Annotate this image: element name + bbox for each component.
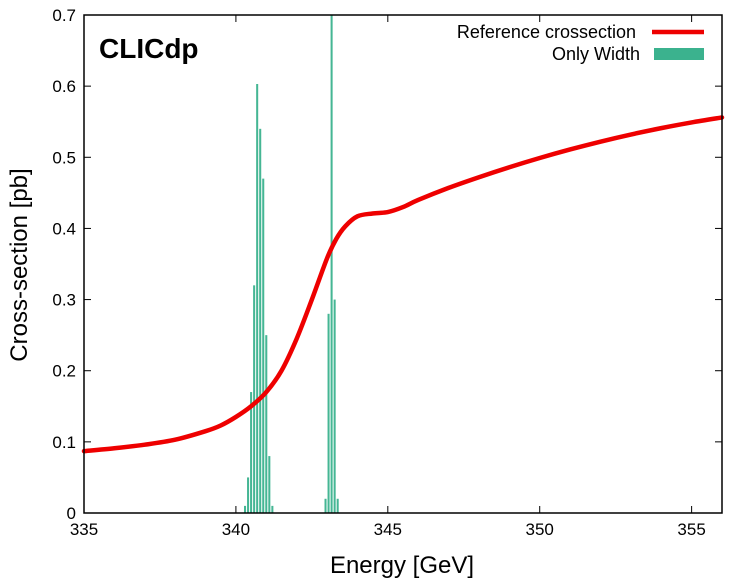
y-axis-title: Cross-section [pb]: [6, 168, 33, 361]
histogram-bar: [336, 498, 339, 513]
histogram-bar: [259, 128, 262, 514]
legend-swatch-width: [654, 48, 704, 60]
y-tick-label: 0.2: [52, 362, 76, 381]
histogram-bar: [324, 498, 327, 513]
histogram-bar: [262, 178, 265, 513]
y-tick-label: 0.1: [52, 433, 76, 452]
x-tick-label: 335: [70, 520, 98, 539]
histogram-bar: [247, 477, 250, 513]
x-tick-label: 340: [222, 520, 250, 539]
legend-label-reference: Reference crossection: [457, 22, 636, 42]
plot-frame: [83, 14, 723, 514]
histogram-bar: [256, 84, 259, 513]
y-tick-label: 0.4: [52, 219, 76, 238]
x-tick-label: 355: [677, 520, 705, 539]
histogram-bar: [333, 299, 336, 513]
histogram-bar: [330, 15, 333, 513]
histogram-bar: [253, 285, 256, 513]
histogram-bar: [327, 313, 330, 513]
x-tick-label: 350: [526, 520, 554, 539]
y-tick-label: 0.6: [52, 77, 76, 96]
y-tick-label: 0.5: [52, 148, 76, 167]
histogram-bar: [250, 392, 253, 513]
tick-labels: 335 340 345 350 355 0 0.1 0.2 0.3 0.4 0.5 0.6 0.7: [52, 6, 705, 539]
only-width-histogram: [244, 15, 339, 514]
histogram-bar: [271, 505, 274, 513]
legend-label-width: Only Width: [552, 44, 640, 64]
y-tick-label: 0.3: [52, 291, 76, 310]
x-axis-title: Energy [GeV]: [330, 552, 474, 579]
histogram-bar: [268, 456, 271, 513]
clicdp-annotation: CLICdp: [99, 33, 199, 64]
histogram-bar: [244, 505, 247, 513]
reference-crossection-line: [81, 115, 725, 454]
x-tick-label: 345: [374, 520, 402, 539]
legend: Reference crossection Only Width: [457, 22, 704, 64]
y-tick-label: 0.7: [52, 6, 76, 25]
y-tick-label: 0: [67, 504, 76, 523]
histogram-bar: [265, 335, 268, 513]
